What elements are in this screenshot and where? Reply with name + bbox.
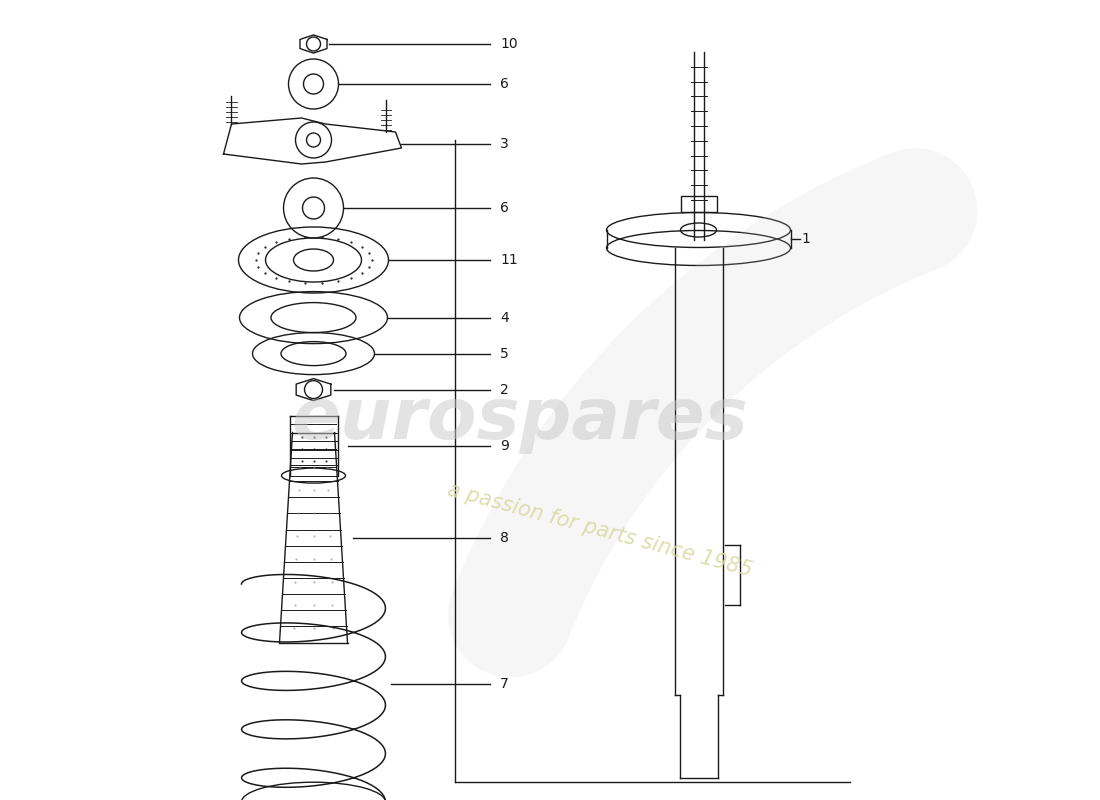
Text: 4: 4 (500, 310, 508, 325)
Text: 10: 10 (500, 37, 518, 51)
Text: 6: 6 (500, 77, 509, 91)
Text: 11: 11 (500, 253, 518, 267)
Text: 9: 9 (500, 438, 509, 453)
Text: 3: 3 (500, 137, 508, 151)
Text: 6: 6 (500, 201, 509, 215)
Text: 8: 8 (500, 530, 509, 545)
Text: 5: 5 (500, 346, 508, 361)
Text: eurospares: eurospares (292, 386, 748, 454)
Text: 1: 1 (801, 232, 810, 246)
Text: a passion for parts since 1985: a passion for parts since 1985 (446, 479, 755, 581)
Text: 7: 7 (500, 677, 508, 691)
Bar (681, 196, 716, 212)
Text: 2: 2 (500, 382, 508, 397)
